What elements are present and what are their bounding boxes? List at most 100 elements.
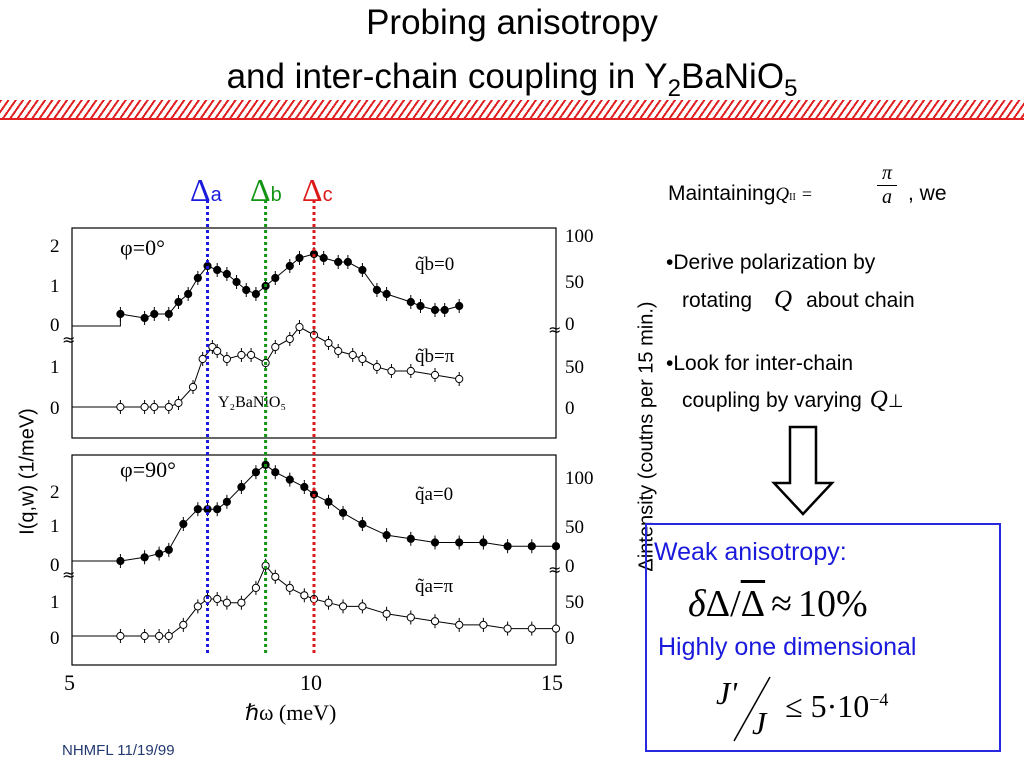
svg-text:≈: ≈ xyxy=(548,560,561,579)
title-sub-2: 2 xyxy=(667,75,681,102)
data-point xyxy=(193,502,202,517)
data-point xyxy=(251,287,261,301)
data-point xyxy=(358,263,367,277)
data-point xyxy=(222,494,231,509)
data-point xyxy=(285,332,294,346)
down-arrow-icon xyxy=(771,425,835,516)
x-tick-10: 10 xyxy=(300,670,322,695)
data-point xyxy=(479,535,488,550)
tick-right-0a: 0 xyxy=(565,314,575,335)
data-point xyxy=(150,400,159,414)
data-point xyxy=(232,275,241,289)
data-point xyxy=(324,494,333,509)
data-point xyxy=(179,517,188,531)
data-point xyxy=(382,528,391,543)
tick-left-2a: 2 xyxy=(50,236,60,257)
bullet-look-line2: coupling by varying Q⊥ xyxy=(682,386,904,413)
tick-right-0c: 0 xyxy=(565,556,575,577)
data-point xyxy=(164,307,173,321)
curve-label-qapi: q̃a=π xyxy=(415,576,454,597)
phi0-label: φ=0° xyxy=(120,235,165,260)
data-point xyxy=(338,599,348,614)
tick-left-0b: 0 xyxy=(50,398,60,419)
data-point xyxy=(387,364,396,378)
data-point xyxy=(324,336,333,350)
model-curve-3 xyxy=(72,564,556,637)
data-point xyxy=(455,299,464,313)
data-point xyxy=(213,344,222,358)
slide-title-line2: and inter-chain coupling in Y2BaNiO5 xyxy=(0,57,1024,109)
data-point xyxy=(527,539,536,554)
data-point xyxy=(237,480,246,494)
data-point xyxy=(271,271,280,285)
data-point xyxy=(551,621,561,636)
data-point xyxy=(251,465,261,480)
red-divider-line xyxy=(0,118,1024,120)
data-point xyxy=(440,303,449,317)
data-point xyxy=(358,599,367,614)
data-point xyxy=(242,283,251,297)
data-point xyxy=(188,380,198,394)
left-axis-label: I(q,w) (1/meV) xyxy=(16,408,39,535)
data-point xyxy=(174,396,183,410)
title-mid: BaNiO xyxy=(680,57,785,96)
data-point xyxy=(174,295,183,309)
jprime: J' xyxy=(716,675,738,711)
data-point xyxy=(348,348,357,362)
data-point xyxy=(222,267,231,281)
data-point xyxy=(213,592,222,606)
svg-text:≈: ≈ xyxy=(548,320,561,339)
data-point xyxy=(406,364,415,378)
tick-left-1c: 1 xyxy=(50,516,60,537)
data-point xyxy=(193,271,202,285)
data-point xyxy=(295,320,304,334)
data-point xyxy=(116,554,125,568)
fraction-pi-over-a: π a xyxy=(877,162,897,209)
svg-text:≈: ≈ xyxy=(62,565,75,584)
coupling-bound: ≤ 5·10−4 xyxy=(785,688,889,724)
data-point xyxy=(358,517,367,531)
data-point xyxy=(155,629,164,643)
data-point xyxy=(140,400,149,414)
anisotropy-formula: δΔ/Δ ≈10% xyxy=(688,583,868,625)
data-point xyxy=(382,287,391,301)
data-point xyxy=(319,251,328,265)
tick-right-50d: 50 xyxy=(565,592,584,613)
data-point xyxy=(372,283,382,297)
conclusion-box xyxy=(645,523,1001,752)
data-point xyxy=(406,531,415,546)
data-point xyxy=(324,595,333,610)
data-point xyxy=(300,588,309,603)
data-point xyxy=(164,629,173,643)
neutron-scattering-figure: 2 1 0 1 0 2 1 0 1 0 100 50 0 50 0 100 50… xyxy=(50,200,594,725)
data-point xyxy=(155,546,164,561)
data-point xyxy=(343,255,352,269)
tick-right-50c: 50 xyxy=(565,517,584,538)
tick-left-1d: 1 xyxy=(50,592,60,613)
x-axis-label: ℏω (meV) xyxy=(245,700,336,725)
data-points xyxy=(116,247,561,643)
data-point xyxy=(430,303,440,317)
data-point xyxy=(213,263,222,277)
data-point xyxy=(271,569,280,584)
data-point xyxy=(455,372,464,386)
tick-left-0c: 0 xyxy=(50,555,60,576)
tick-right-50b: 50 xyxy=(565,357,584,378)
data-point xyxy=(285,259,294,273)
data-point xyxy=(271,340,280,354)
data-point xyxy=(503,621,512,636)
data-point xyxy=(213,502,222,517)
data-point xyxy=(179,617,188,632)
data-point xyxy=(184,287,193,301)
data-point xyxy=(261,558,270,573)
model-curve-2 xyxy=(72,464,556,562)
tick-left-0d: 0 xyxy=(50,628,60,649)
data-point xyxy=(198,352,207,366)
data-point xyxy=(416,299,425,313)
phi90-label: φ=90° xyxy=(120,457,176,482)
data-point xyxy=(358,352,367,366)
tick-right-100a: 100 xyxy=(565,226,594,247)
data-point xyxy=(237,348,246,362)
data-point xyxy=(479,617,488,632)
slide-title-line1: Probing anisotropy xyxy=(366,3,658,42)
